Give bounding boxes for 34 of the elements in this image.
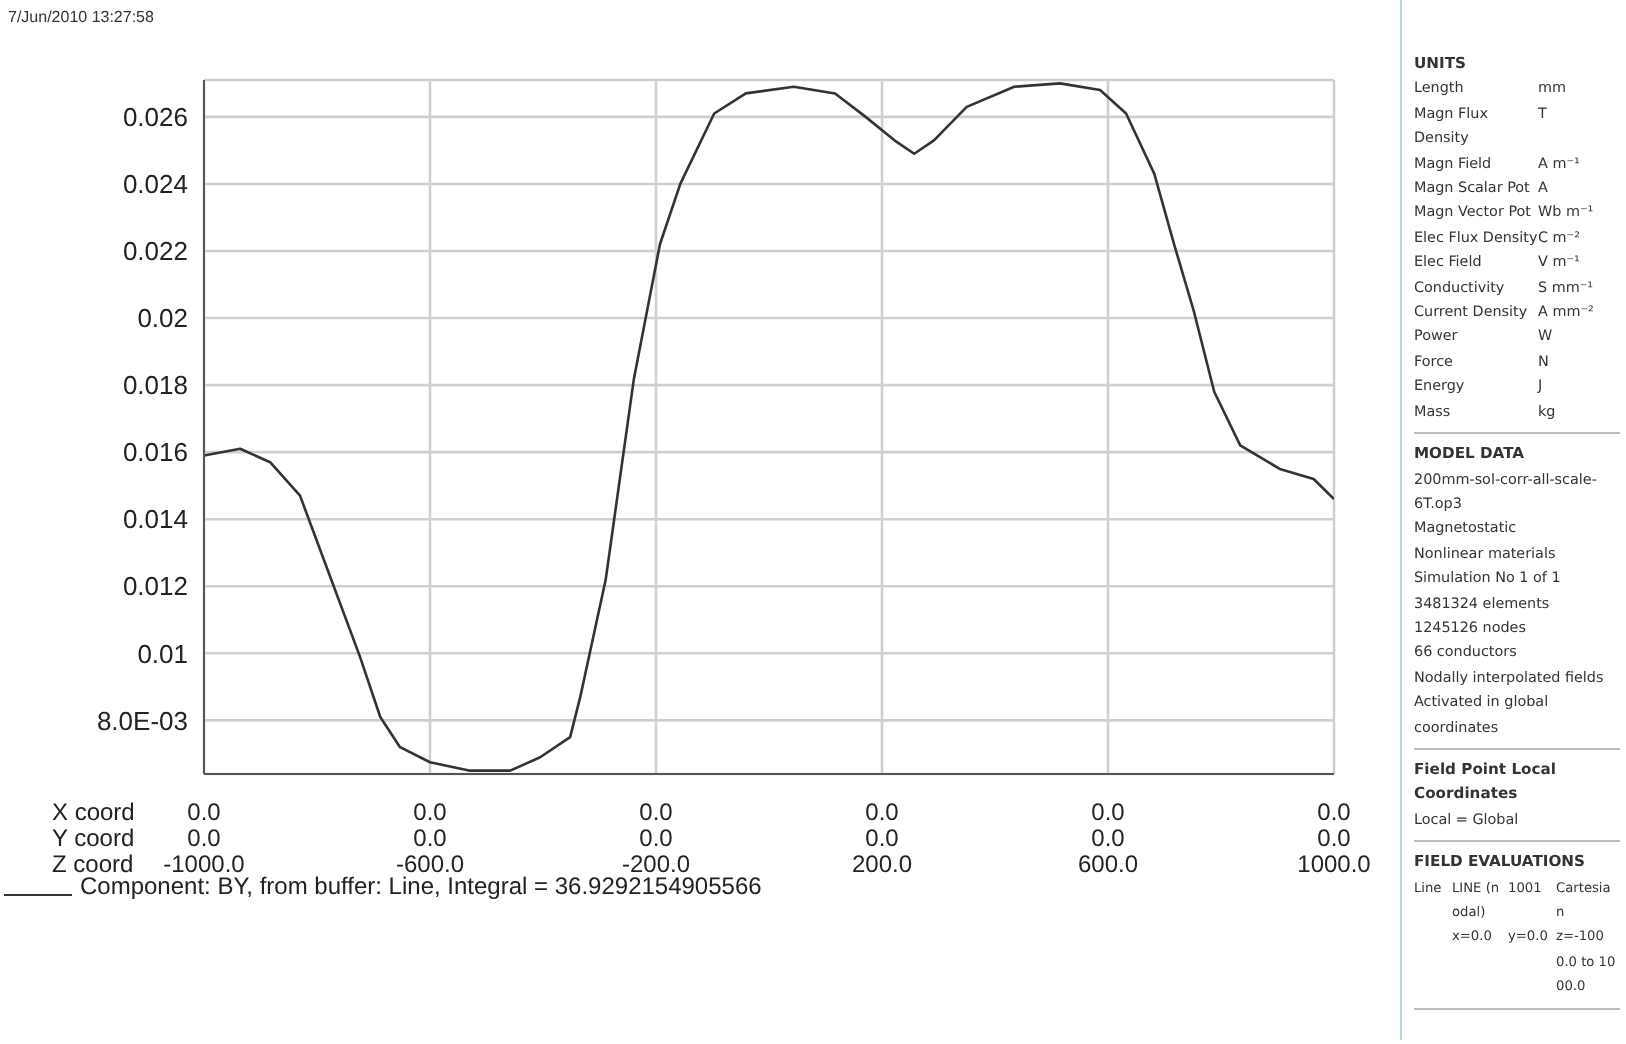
text: Z coord bbox=[52, 850, 134, 878]
y-tick-label: 8.0E-03 bbox=[96, 705, 188, 736]
text: 0.0 bbox=[1091, 798, 1126, 826]
text: 0.0 bbox=[639, 824, 674, 852]
text: 0.0 bbox=[1317, 798, 1352, 826]
y-tick-label: 0.022 bbox=[122, 236, 188, 267]
text: 0.0 bbox=[1317, 824, 1352, 852]
text: 7/Jun/2010 13:27:58 bbox=[8, 8, 154, 26]
text: 0.0 bbox=[187, 798, 222, 826]
x-tick-label: -1000.0 bbox=[163, 850, 246, 878]
text: 0.0 bbox=[639, 798, 674, 826]
y-tick-label: 0.024 bbox=[122, 169, 188, 200]
x-tick-label: 200.0 bbox=[851, 850, 913, 878]
y-tick-label: 0.016 bbox=[122, 437, 188, 468]
x-tick-label: 600.0 bbox=[1077, 850, 1139, 878]
y-tick-label: 0.026 bbox=[122, 102, 188, 133]
text: 0.0 bbox=[865, 824, 900, 852]
line-series bbox=[204, 82, 1334, 772]
y-tick-label: 0.012 bbox=[122, 571, 188, 602]
text: 0.0 bbox=[413, 798, 448, 826]
y-tick-label: 0.014 bbox=[122, 504, 188, 535]
text: X coord bbox=[52, 798, 135, 826]
text: Y coord bbox=[52, 824, 135, 852]
x-tick-label: 1000.0 bbox=[1297, 850, 1372, 878]
y-tick-label: 0.02 bbox=[137, 303, 188, 334]
y-tick-label: 0.01 bbox=[137, 638, 188, 669]
text: 0.0 bbox=[187, 824, 222, 852]
legend-label: Component: BY, from buffer: Line, Integral = 36.9292154905566 bbox=[80, 872, 762, 900]
x-tick-label: -600.0 bbox=[395, 850, 465, 878]
y-tick-label: 0.018 bbox=[122, 370, 188, 401]
text: 0.0 bbox=[1091, 824, 1126, 852]
text: 0.0 bbox=[413, 824, 448, 852]
text: 0.0 bbox=[865, 798, 900, 826]
x-tick-label: -200.0 bbox=[621, 850, 691, 878]
